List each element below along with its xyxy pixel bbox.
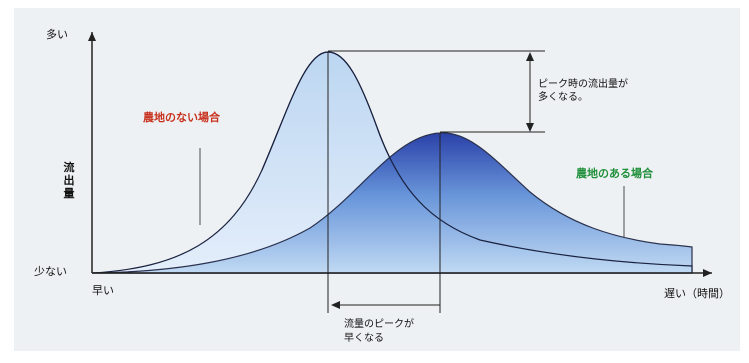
y-axis-top-label: 多い bbox=[46, 27, 68, 41]
y-axis-title-2: 出 bbox=[64, 173, 75, 187]
curve-no-farmland-outline bbox=[261, 51, 693, 267]
y-axis-bottom-label: 少ない bbox=[34, 265, 67, 278]
peak-diff-arrow-up bbox=[526, 52, 534, 61]
time-diff-arrow-left bbox=[331, 301, 340, 309]
curve-with-farmland bbox=[91, 132, 693, 274]
label-with-farmland: 農地のある場合 bbox=[576, 166, 654, 180]
label-no-farmland: 農地のない場合 bbox=[143, 110, 221, 124]
peak-time-note-1: 流量のピークが bbox=[344, 317, 414, 330]
x-axis-left-label: 早い bbox=[92, 284, 114, 297]
peak-flow-note-1: ピーク時の流出量が bbox=[538, 77, 628, 90]
peak-diff-arrow-down bbox=[526, 123, 534, 132]
peak-flow-note-2: 多くなる。 bbox=[538, 90, 588, 103]
peak-time-note-2: 早くなる bbox=[344, 332, 384, 344]
x-axis-right-label: 遅い（時間） bbox=[664, 287, 730, 300]
y-axis-title-3: 量 bbox=[64, 187, 75, 200]
y-axis-title-1: 流 bbox=[64, 160, 75, 174]
